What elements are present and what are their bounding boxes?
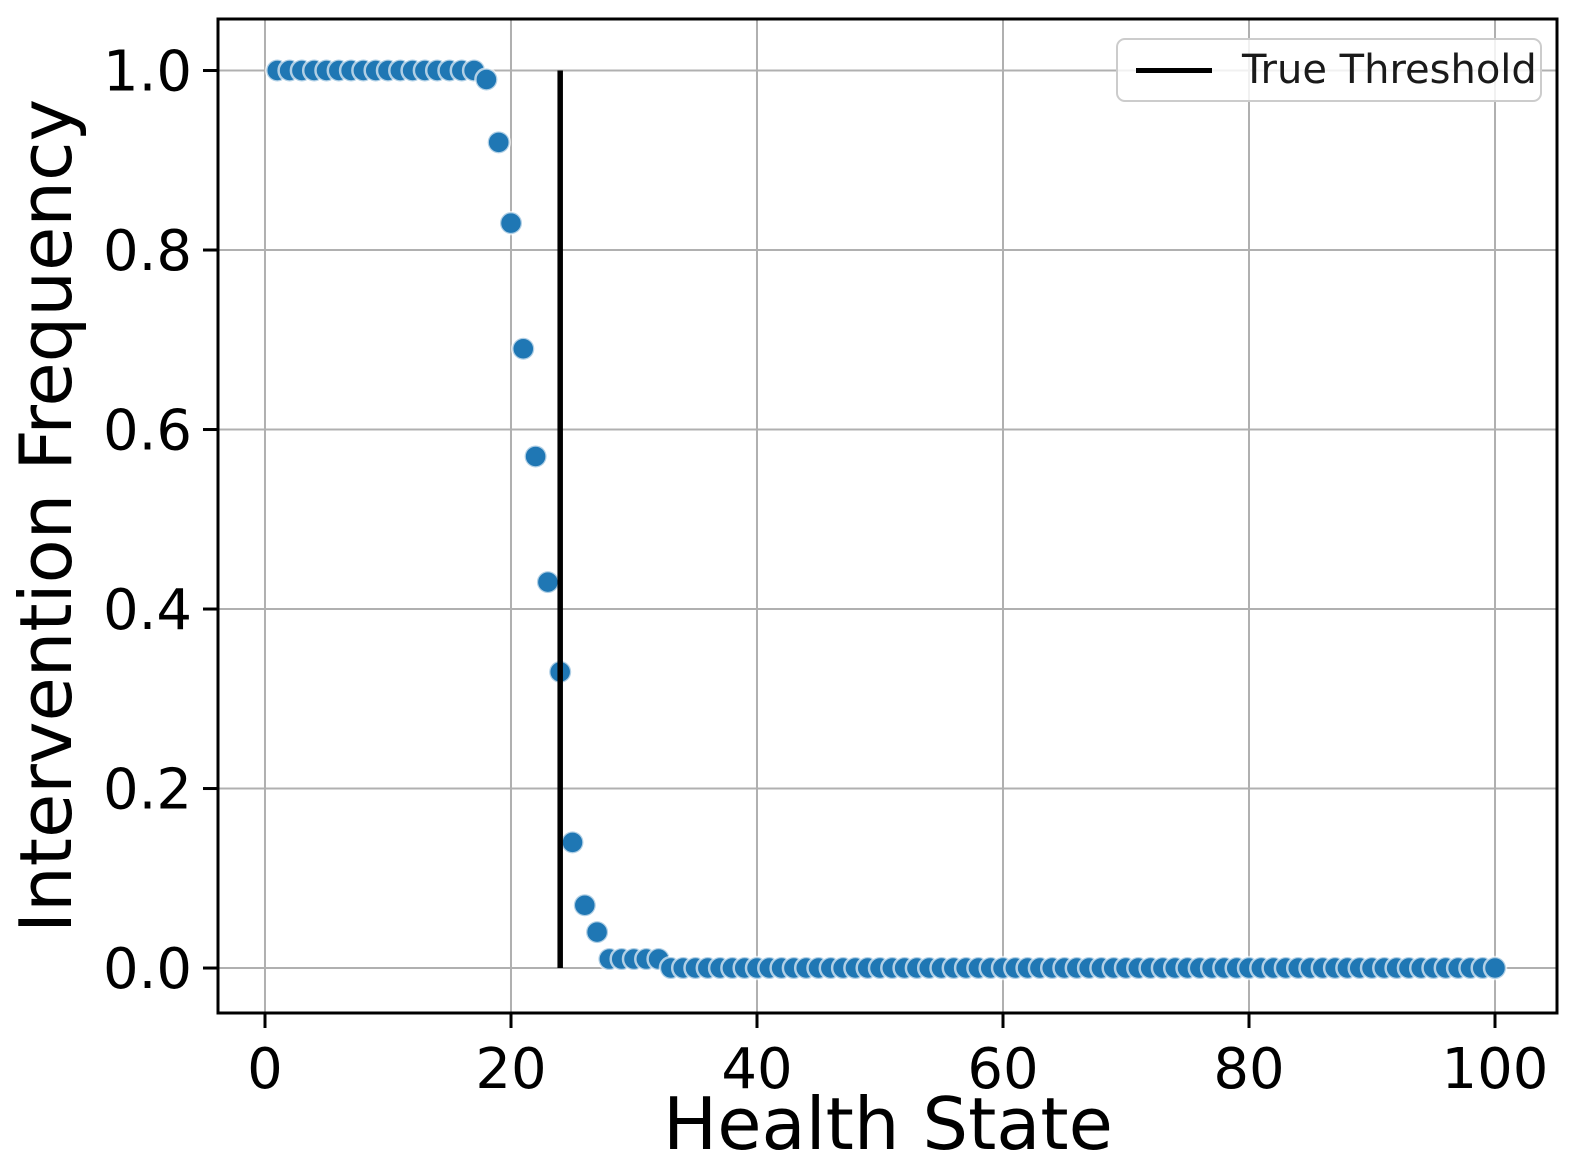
y-tick-label: 0.0 [103,937,192,1002]
y-tick-label: 0.2 [103,758,192,823]
y-axis-label: Intervention Frequency [4,98,88,934]
x-tick-label: 0 [247,1037,283,1102]
legend: True Threshold [1116,38,1542,102]
data-point [1482,955,1508,981]
x-axis-label: Health State [663,1082,1113,1166]
data-point [523,444,548,469]
data-point [535,569,561,595]
data-point [560,830,585,855]
y-tick-label: 0.4 [103,578,192,643]
data-point [584,919,610,945]
data-point [572,892,598,918]
data-point [474,67,499,92]
x-tick-label: 80 [1213,1037,1284,1102]
plot-border [216,17,1559,1015]
y-tick-label: 1.0 [103,40,192,105]
x-tick-label: 100 [1442,1037,1549,1102]
y-tick-label: 0.8 [103,219,192,284]
legend-label: True Threshold [1242,47,1537,93]
data-point [498,210,524,236]
x-tick-label: 20 [475,1037,546,1102]
x-tick-label: 40 [721,1037,792,1102]
data-point [486,130,511,155]
x-tick-label: 60 [967,1037,1038,1102]
data-point [511,336,536,361]
y-tick-label: 0.6 [103,399,192,464]
threshold-legend-line-sample [1136,67,1212,73]
